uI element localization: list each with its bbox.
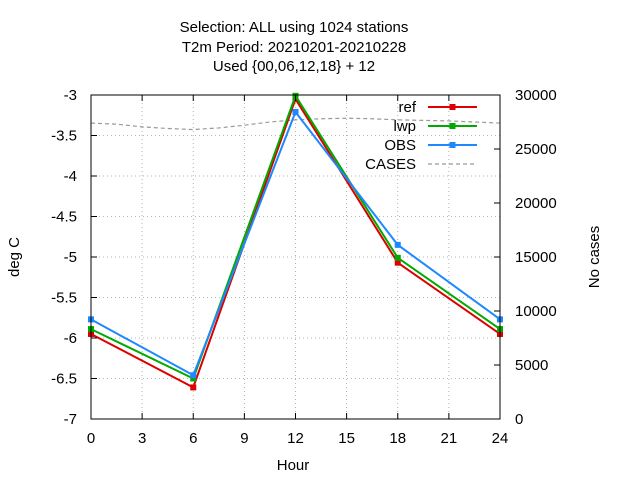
axis-ticks: 0 3 6 9 12 15 18 21 24 -3 -3.5 -4 -4.5 -5 -5.5 -6 -6.5 -7… [51, 87, 557, 447]
data-point-obs [292, 109, 299, 116]
legend-label-ref: ref [398, 99, 416, 116]
y2-tick-label: 25000 [515, 141, 557, 158]
y-tick-label: -4.5 [51, 209, 77, 226]
legend-marker-ref [449, 104, 456, 110]
chart-title-line-1: Selection: ALL using 1024 stations [180, 19, 409, 36]
x-tick-label: 3 [138, 430, 146, 447]
y-tick-label: -3 [64, 87, 77, 104]
x-tick-label: 12 [287, 430, 304, 447]
y2-tick-label: 15000 [515, 249, 557, 266]
data-point-ref [190, 384, 197, 391]
legend-marker-obs [449, 142, 456, 148]
y-tick-label: -5 [64, 249, 77, 266]
y-axis-label: deg C [6, 237, 23, 277]
y-tick-label: -6.5 [51, 371, 77, 388]
cases-line [90, 117, 501, 131]
y2-axis-label: No cases [586, 226, 603, 289]
y-tick-label: -4 [64, 168, 77, 185]
series-line-lwp [90, 93, 501, 380]
legend-marker-lwp [449, 123, 456, 129]
x-tick-label: 24 [492, 430, 509, 447]
grid [91, 95, 500, 419]
x-tick-label: 21 [441, 430, 458, 447]
legend: ref lwp OBS CASES [365, 99, 477, 173]
y2-tick-label: 0 [515, 411, 523, 428]
y2-tick-label: 20000 [515, 195, 557, 212]
x-tick-label: 15 [338, 430, 355, 447]
y-tick-label: -6 [64, 330, 77, 347]
x-tick-label: 18 [389, 430, 406, 447]
data-point-obs [190, 372, 197, 379]
y2-tick-label: 30000 [515, 87, 557, 104]
cases-series [90, 117, 501, 131]
y-tick-label: -7 [64, 411, 77, 428]
chart-title-line-3: Used {00,06,12,18} + 12 [213, 58, 375, 75]
x-tick-label: 6 [189, 430, 197, 447]
y2-tick-label: 5000 [515, 357, 548, 374]
x-tick-label: 0 [87, 430, 95, 447]
x-tick-label: 9 [240, 430, 248, 447]
data-point-lwp [394, 254, 401, 261]
y-tick-label: -3.5 [51, 128, 77, 145]
y-tick-label: -5.5 [51, 290, 77, 307]
legend-label-obs: OBS [384, 137, 416, 154]
legend-label-lwp: lwp [393, 118, 416, 135]
y2-tick-label: 10000 [515, 303, 557, 320]
data-series [88, 92, 503, 391]
chart-title-line-2: T2m Period: 20210201-20210228 [182, 39, 406, 56]
data-point-obs [394, 241, 401, 248]
x-axis-label: Hour [277, 457, 310, 474]
data-point-lwp [190, 375, 197, 382]
data-point-ref [394, 259, 401, 266]
legend-label-cases: CASES [365, 156, 416, 173]
